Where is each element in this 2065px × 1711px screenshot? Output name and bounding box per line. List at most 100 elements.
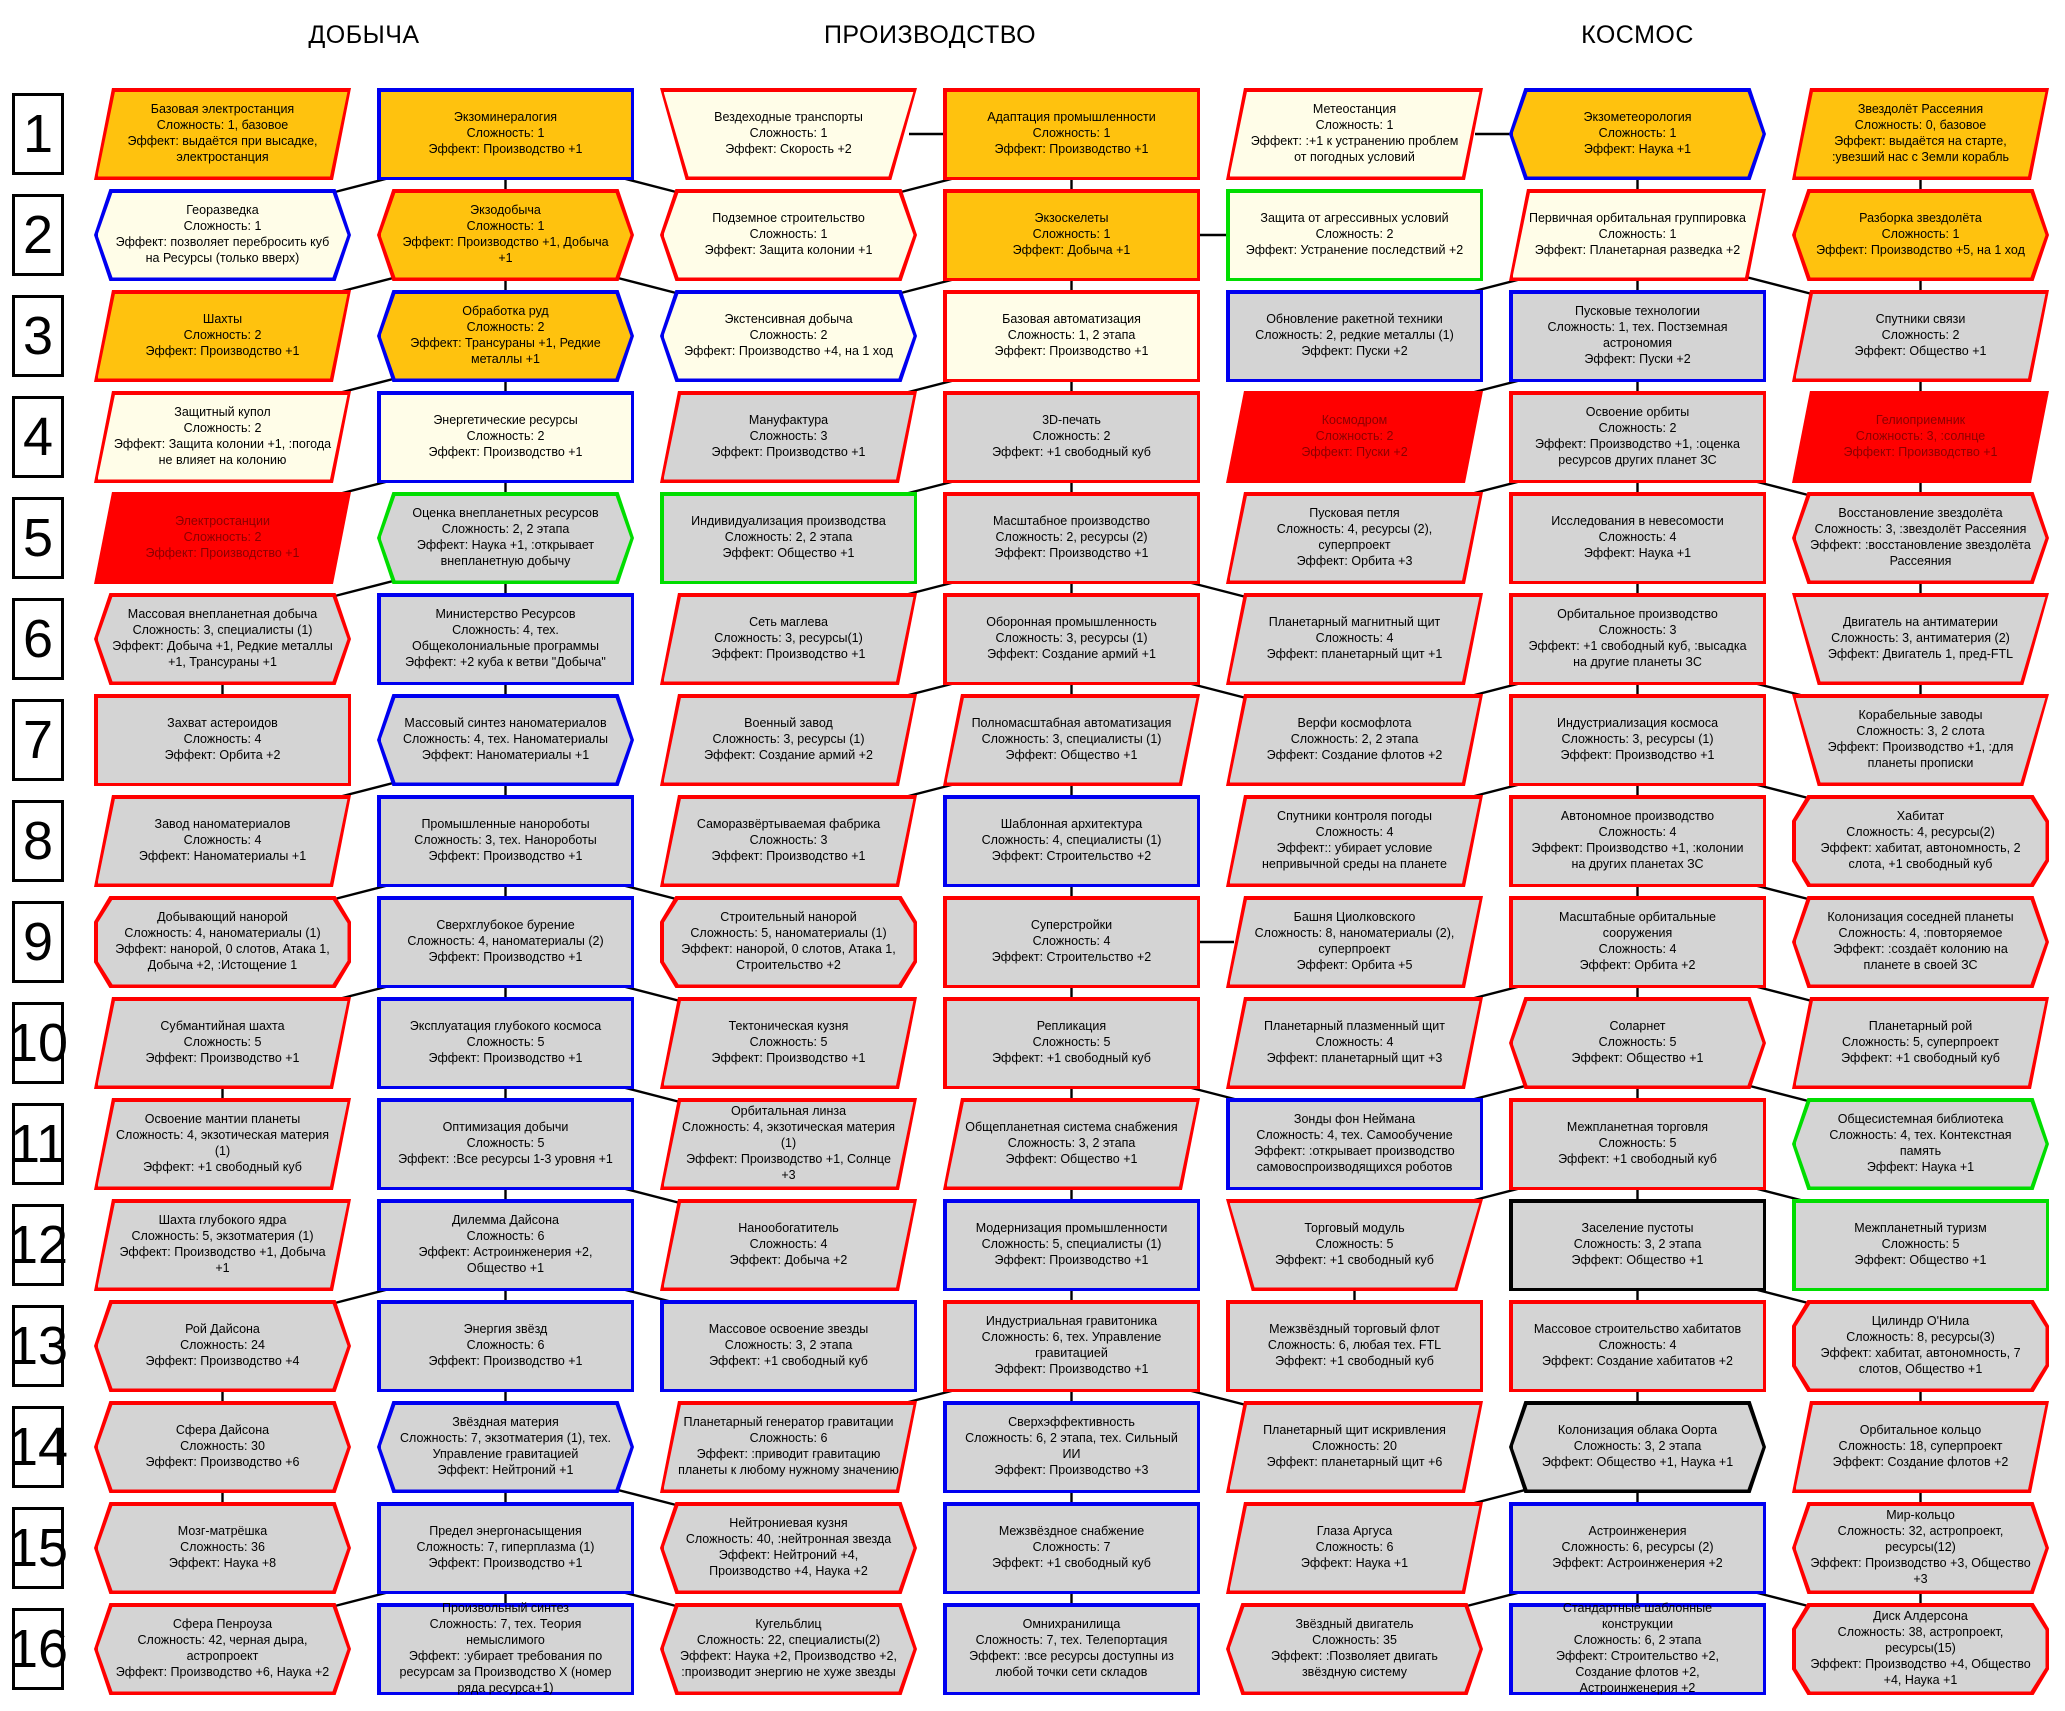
node-fill — [946, 697, 1197, 783]
tech-node: Заселение пустоты Сложность: 3, 2 этапа Эф… — [1509, 1199, 1766, 1291]
node-title: Корабельные заводы — [1858, 708, 1983, 723]
node-title: Оборонная промышленность — [986, 615, 1157, 630]
node-effect: Эффект: +1 свободный куб — [1275, 1252, 1434, 1267]
node-complexity: Сложность: 3 — [1598, 623, 1677, 638]
node-fill — [380, 1101, 631, 1187]
node-effect: Эффект: Общество +1 — [1571, 1252, 1704, 1267]
node-fill — [663, 1202, 914, 1288]
node-effect: Эффект: Производство +1, :для планеты пр… — [1827, 740, 2014, 770]
node-title: Общесистемная библиотека — [1837, 1112, 2004, 1127]
node-fill — [380, 91, 631, 177]
node-complexity: Сложность: 6 — [466, 1338, 545, 1353]
node-effect: Эффект: Производство +1 — [145, 545, 300, 560]
node-title: Экзодобыча — [470, 203, 541, 218]
node-complexity: Сложность: 2 — [1315, 429, 1394, 444]
node-title: Орбитальная линза — [730, 1104, 847, 1119]
node-fill — [380, 293, 631, 379]
node-effect: Эффект: Производство +1 — [1560, 747, 1715, 762]
node-complexity: Сложность: 7, тех. Телепортация — [975, 1633, 1168, 1648]
node-effect: Эффект: Наука +2, Производство +2, :прои… — [680, 1649, 897, 1679]
node-title: Планетарный генератор гравитации — [683, 1415, 894, 1430]
row-number-badge: 6 — [12, 598, 64, 680]
node-effect: Эффект: Создание флотов +2 — [1266, 747, 1443, 762]
node-title: Промышленные нанороботы — [421, 817, 590, 832]
node-text: Кугельблиц Сложность: 22, специалисты(2) Э… — [660, 1603, 917, 1695]
node-fill — [1512, 899, 1763, 985]
node-effect: Эффект: Общество +1 — [1005, 747, 1138, 762]
node-fill — [1795, 1404, 2046, 1490]
node-complexity: Сложность: 4, тех. Общеколониальные прог… — [412, 623, 599, 653]
tech-node: Зонды фон Неймана Сложность: 4, тех. Само… — [1226, 1098, 1483, 1190]
node-effect: Эффект:: убирает условие непривычной сре… — [1262, 841, 1447, 871]
node-text: Планетарный рой Сложность: 5, суперпроект… — [1792, 997, 2049, 1089]
node-fill — [380, 192, 631, 278]
node-title: Спутники связи — [1875, 312, 1966, 327]
node-complexity: Сложность: 6, любая тех. FTL — [1267, 1338, 1442, 1353]
tech-node: Полномасштабная автоматизация Сложность: … — [943, 694, 1200, 786]
tech-node: Гелиоприемник Сложность: 3, :солнце Эффект… — [1792, 391, 2049, 483]
node-fill — [1229, 798, 1480, 884]
node-title: Завод наноматериалов — [154, 817, 291, 832]
node-title: Массовый синтез наноматериалов — [404, 716, 607, 731]
node-title: Астроинженерия — [1588, 1524, 1687, 1539]
node-text: Планетарный магнитный щит Сложность: 4 Эфф… — [1226, 593, 1483, 685]
node-text: Массовая внепланетная добыча Сложность: 3… — [94, 593, 351, 685]
node-text: Заселение пустоты Сложность: 3, 2 этапа Эф… — [1509, 1199, 1766, 1291]
node-effect: Эффект: Производство +1 — [428, 949, 583, 964]
node-complexity: Сложность: 3, ресурсы (1) — [712, 732, 865, 747]
tech-node: Нейтрониевая кузня Сложность: 40, :нейтро… — [660, 1502, 917, 1594]
row-number-badge: 8 — [12, 800, 64, 882]
node-title: Шахта глубокого ядра — [158, 1213, 287, 1228]
node-complexity: Сложность: 3, антиматерия (2) — [1831, 631, 2010, 646]
tech-node: Межпланетная торговля Сложность: 5 Эффект:… — [1509, 1098, 1766, 1190]
node-effect: Эффект: Производство +1 — [711, 848, 866, 863]
node-fill — [1512, 1202, 1763, 1288]
node-text: Колонизация соседней планеты Сложность: 4… — [1792, 896, 2049, 988]
node-complexity: Сложность: 1, 2 этапа — [1007, 328, 1136, 343]
tech-node: Строительный нанорой Сложность: 5, нанома… — [660, 896, 917, 988]
node-text: Нейтрониевая кузня Сложность: 40, :нейтро… — [660, 1502, 917, 1594]
node-complexity: Сложность: 2, 2 этапа — [724, 530, 853, 545]
tech-node: Дилемма Дайсона Сложность: 6 Эффект: Астро… — [377, 1199, 634, 1291]
tech-node: Сфера Дайсона Сложность: 30 Эффект: Произв… — [94, 1401, 351, 1493]
node-fill — [1795, 1303, 2046, 1389]
node-title: Колонизация облака Оорта — [1557, 1423, 1718, 1438]
node-text: Экзоминералогия Сложность: 1 Эффект: Произ… — [377, 88, 634, 180]
node-title: Суперстройки — [1030, 918, 1113, 933]
node-effect: Эффект: Общество +1 — [1571, 1050, 1704, 1065]
node-title: Орбитальное производство — [1557, 607, 1718, 622]
node-title: Торговый модуль — [1304, 1221, 1405, 1236]
node-fill — [1512, 495, 1763, 581]
tech-node: Добывающий нанорой Сложность: 4, наномате… — [94, 896, 351, 988]
node-title: Строительный нанорой — [720, 910, 857, 925]
tech-node: Хабитат Сложность: 4, ресурсы(2) Эффект: х… — [1792, 795, 2049, 887]
node-complexity: Сложность: 2 — [1315, 227, 1394, 242]
node-fill — [663, 798, 914, 884]
node-text: Захват астероидов Сложность: 4 Эффект: Орб… — [94, 694, 351, 786]
node-effect: Эффект: Орбита +2 — [1579, 957, 1696, 972]
node-complexity: Сложность: 2 — [183, 421, 262, 436]
tech-node: Шахты Сложность: 2 Эффект: Производство +1 — [94, 290, 351, 382]
node-title: Экзоминералогия — [453, 110, 558, 125]
tech-node: Общепланетная система снабжения Сложность… — [943, 1098, 1200, 1190]
node-title: Обработка руд — [462, 304, 549, 319]
node-title: Масштабное производство — [992, 514, 1151, 529]
tech-row: 1 Базовая электростанция Сложность: 1, баз… — [0, 88, 2065, 180]
node-title: Двигатель на антиматерии — [1842, 615, 1999, 630]
node-effect: Эффект: :создаёт колонию на планете в св… — [1833, 942, 2008, 972]
tech-node: Массовый синтез наноматериалов Сложность:… — [377, 694, 634, 786]
node-complexity: Сложность: 32, астропроект, ресурсы(12) — [1837, 1524, 2004, 1555]
tech-node: Метеостанция Сложность: 1 Эффект: :+1 к ус… — [1226, 88, 1483, 180]
node-effect: Эффект: :Все ресурсы 1-3 уровня +1 — [398, 1151, 613, 1166]
node-fill — [97, 192, 348, 278]
node-title: Колонизация соседней планеты — [1827, 910, 2014, 925]
node-effect: Эффект: Пуски +2 — [1584, 351, 1691, 366]
node-fill — [1229, 1101, 1480, 1187]
node-effect: Эффект: Производство +1 — [994, 1361, 1149, 1376]
node-text: Шахта глубокого ядра Сложность: 5, экзотм… — [94, 1199, 351, 1291]
node-fill — [1795, 1606, 2046, 1692]
tech-node: Масштабное производство Сложность: 2, рес… — [943, 492, 1200, 584]
node-title: Защита от агрессивных условий — [1260, 211, 1449, 226]
tech-node: Общесистемная библиотека Сложность: 4, те… — [1792, 1098, 2049, 1190]
node-fill — [1229, 1000, 1480, 1086]
